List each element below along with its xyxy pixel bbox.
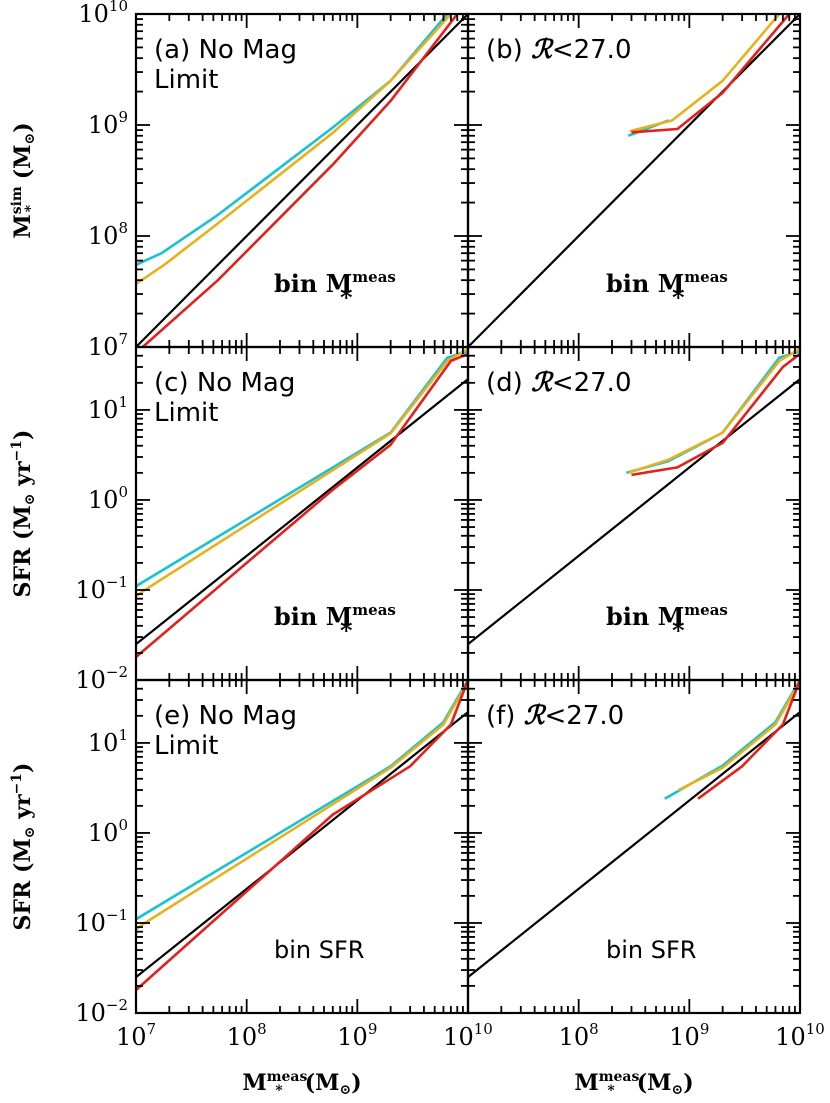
series-line-orange-f bbox=[678, 680, 800, 792]
panel-label-e: (e) No Mag bbox=[154, 701, 297, 731]
x-axis-title-0: Mmeas * (M⊙) bbox=[242, 1069, 361, 1099]
series-line-orange-b bbox=[629, 14, 781, 133]
bin-label-c: bin Mmeas bbox=[274, 601, 396, 631]
panel-a-series bbox=[136, 14, 468, 347]
bin-label-a: bin Mmeas bbox=[274, 268, 396, 298]
y-tick-label: 109 bbox=[88, 108, 128, 139]
series-line-black-b bbox=[468, 14, 800, 347]
y-axis-title-row-1: SFR (M⊙ yr−1) bbox=[9, 430, 38, 598]
panel-c-series bbox=[136, 347, 468, 658]
y-tick-label: 1010 bbox=[78, 0, 128, 28]
y-tick-label: 10−2 bbox=[75, 663, 128, 694]
y-tick-label: 100 bbox=[88, 816, 128, 847]
x-tick-label: 107 bbox=[116, 1020, 156, 1051]
series-line-orange-a bbox=[136, 14, 452, 285]
y-tick-label: 10−2 bbox=[75, 996, 128, 1027]
series-line-cyan-f bbox=[664, 680, 800, 800]
series-line-red-e bbox=[136, 680, 468, 991]
x-axis-title-1: Mmeas * (M⊙) bbox=[574, 1069, 693, 1099]
series-line-red-a bbox=[141, 14, 459, 347]
series-line-red-b bbox=[631, 14, 791, 134]
bin-label-e: bin SFR bbox=[274, 936, 364, 964]
panel-label-line2-e: Limit bbox=[154, 731, 218, 761]
panel-d: (d) ℛ<27.0 bin Mmeas* bbox=[466, 345, 802, 682]
y-tick-label: 10−1 bbox=[75, 906, 128, 937]
panel-e-series bbox=[136, 680, 468, 991]
y-tick-label: 107 bbox=[88, 330, 128, 361]
series-line-red-f bbox=[697, 680, 800, 800]
y-axis-title-row-0: Msim* (M⊙) bbox=[9, 122, 39, 238]
x-tick-label: 109 bbox=[337, 1020, 377, 1051]
panel-label-b: (b) ℛ<27.0 bbox=[486, 35, 632, 65]
series-line-red-c bbox=[136, 352, 468, 658]
panel-f: (f) ℛ<27.0 bin SFR bbox=[466, 678, 802, 1015]
panel-label-f: (f) ℛ<27.0 bbox=[486, 701, 624, 731]
series-line-red-d bbox=[631, 352, 800, 477]
panel-b-series bbox=[468, 14, 800, 347]
series-line-black-a bbox=[136, 14, 468, 347]
series-line-orange-d bbox=[627, 347, 800, 475]
series-line-black-f bbox=[468, 711, 800, 979]
x-tick-label: 1010 bbox=[443, 1020, 493, 1051]
x-tick-label: 108 bbox=[559, 1020, 599, 1051]
x-tick-label: 109 bbox=[669, 1020, 709, 1051]
y-tick-label: 100 bbox=[88, 483, 128, 514]
panel-label-line2-a: Limit bbox=[154, 65, 218, 95]
bin-label-sub-b: * bbox=[672, 283, 685, 312]
panel-label-a: (a) No Mag bbox=[154, 35, 297, 65]
panel-label-line2-c: Limit bbox=[154, 398, 218, 428]
series-line-orange-c bbox=[136, 347, 468, 598]
x-tick-label: 108 bbox=[227, 1020, 267, 1051]
series-line-orange-e bbox=[136, 680, 468, 931]
panel-label-c: (c) No Mag bbox=[154, 368, 295, 398]
series-line-black-e bbox=[136, 711, 468, 979]
y-tick-label: 101 bbox=[88, 726, 128, 757]
panel-d-series bbox=[468, 347, 800, 646]
panel-f-series bbox=[468, 680, 800, 979]
series-line-black-c bbox=[136, 378, 468, 646]
y-tick-label: 101 bbox=[88, 393, 128, 424]
bin-label-sub-d: * bbox=[672, 616, 685, 645]
x-tick-label: 1010 bbox=[775, 1020, 825, 1051]
y-tick-label: 10−1 bbox=[75, 573, 128, 604]
y-tick-label: 108 bbox=[88, 219, 128, 250]
bin-label-d: bin Mmeas bbox=[606, 601, 728, 631]
bin-label-b: bin Mmeas bbox=[606, 268, 728, 298]
panel-b: (b) ℛ<27.0 bin Mmeas* bbox=[466, 12, 802, 349]
bin-label-sub-c: * bbox=[340, 616, 353, 645]
panel-label-d: (d) ℛ<27.0 bbox=[486, 368, 632, 398]
series-line-black-d bbox=[468, 378, 800, 646]
y-axis-title-row-2: SFR (M⊙ yr−1) bbox=[9, 763, 38, 931]
bin-label-f: bin SFR bbox=[606, 936, 696, 964]
axes-layer: 107 108 109 1010 Msim* (M⊙) 10−2 10−1 100 101 SFR… bbox=[9, 0, 825, 1099]
bin-label-sub-a: * bbox=[340, 283, 353, 312]
